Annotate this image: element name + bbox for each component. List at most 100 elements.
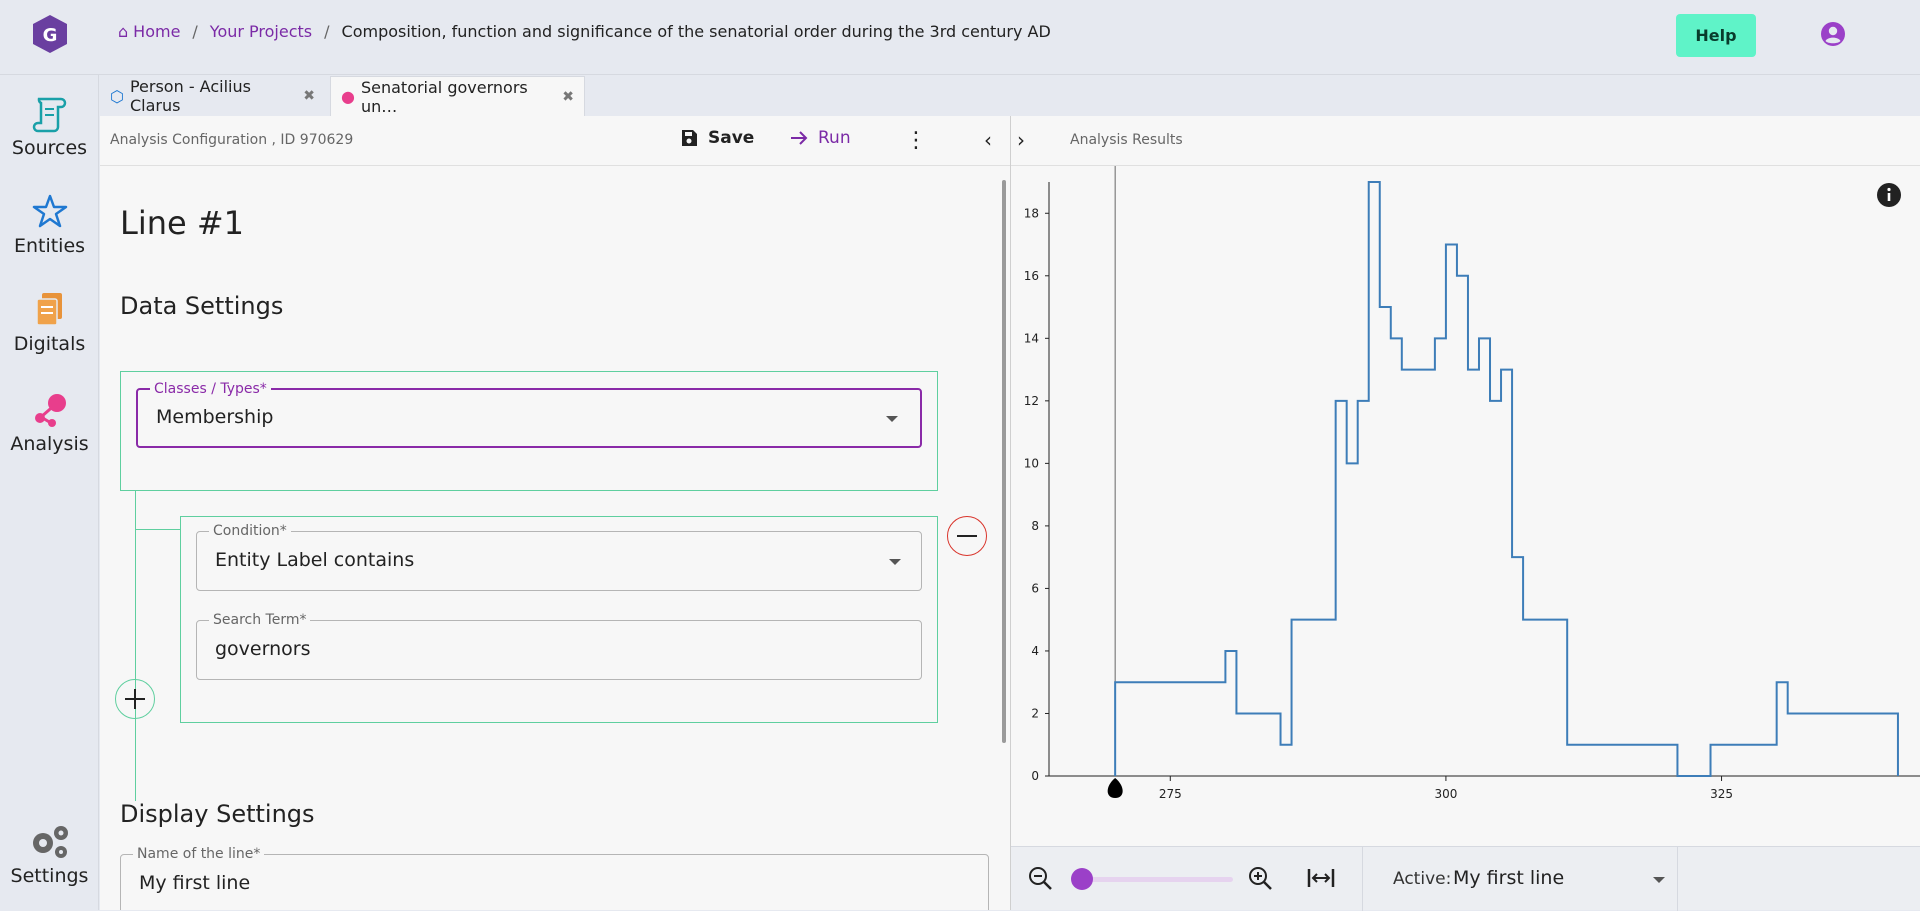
tab-senatorial-governors[interactable]: ● Senatorial governors un… ✖ xyxy=(330,76,585,116)
sidebar-item-sources[interactable]: Sources xyxy=(0,95,99,159)
save-button[interactable]: Save xyxy=(680,128,754,148)
search-term-value: governors xyxy=(215,638,311,660)
sidebar-item-analysis[interactable]: Analysis xyxy=(0,391,99,455)
breadcrumb-separator: / xyxy=(192,22,198,41)
results-chart[interactable]: 0 2 4 6 8 10 12 14 16 18 275 300 325 xyxy=(1011,166,1920,846)
info-icon[interactable] xyxy=(1876,182,1902,208)
sidebar-item-label: Sources xyxy=(11,137,88,159)
scrollbar[interactable] xyxy=(1002,180,1006,743)
entity-icon: ⬡ xyxy=(110,86,124,106)
svg-text:G: G xyxy=(43,25,58,46)
results-header: › Analysis Results xyxy=(1011,116,1920,166)
chart-toolbar: Active: My first line xyxy=(1011,846,1920,911)
tree-connector xyxy=(135,529,180,530)
x-tick-label: 325 xyxy=(1710,787,1733,801)
y-tick-label: 0 xyxy=(1031,769,1039,783)
display-settings-heading: Display Settings xyxy=(120,800,315,828)
close-icon[interactable]: ✖ xyxy=(303,88,315,104)
y-tick-label: 12 xyxy=(1024,394,1039,408)
close-icon[interactable]: ✖ xyxy=(562,88,574,105)
sidebar-item-label: Entities xyxy=(13,235,86,257)
y-tick-label: 14 xyxy=(1024,331,1039,345)
star-icon xyxy=(32,194,67,228)
zoom-slider-track[interactable] xyxy=(1083,877,1233,882)
active-label: Active: xyxy=(1393,869,1452,889)
fit-width-icon[interactable] xyxy=(1307,865,1335,891)
line-title: Line #1 xyxy=(120,204,245,242)
y-tick-label: 10 xyxy=(1024,456,1039,470)
more-options-icon[interactable]: ⋮ xyxy=(905,128,927,153)
user-avatar-icon[interactable] xyxy=(1820,21,1846,47)
home-icon[interactable]: ⌂ xyxy=(118,22,129,41)
zoom-slider-thumb[interactable] xyxy=(1071,868,1093,890)
condition-legend: Condition* xyxy=(209,523,291,539)
tree-connector xyxy=(135,491,136,801)
search-term-legend: Search Term* xyxy=(209,612,311,628)
classes-value: Membership xyxy=(156,406,274,428)
tab-person-acilius-clarus[interactable]: ⬡ Person - Acilius Clarus ✖ xyxy=(100,76,325,116)
line-name-field[interactable]: Name of the line* My first line xyxy=(120,846,989,910)
breadcrumb-projects[interactable]: Your Projects xyxy=(209,22,313,41)
minus-icon xyxy=(957,535,977,537)
series-line xyxy=(1114,181,1899,777)
help-button[interactable]: Help xyxy=(1676,14,1756,57)
collapse-left-icon[interactable]: ‹ xyxy=(984,128,992,152)
plus-icon xyxy=(125,689,145,709)
breadcrumb-current: Composition, function and significance o… xyxy=(341,22,1051,41)
files-icon xyxy=(35,293,62,326)
sidebar: Sources Entities Digitals Analysis xyxy=(0,75,99,910)
logo-icon[interactable]: G xyxy=(32,14,68,54)
tab-label: Senatorial governors un… xyxy=(360,77,528,116)
classes-legend: Classes / Types* xyxy=(150,381,271,397)
network-icon xyxy=(34,394,66,427)
analysis-configuration-panel: Analysis Configuration , ID 970629 Save … xyxy=(100,116,1010,910)
add-condition-button[interactable] xyxy=(115,679,155,719)
zoom-out-icon[interactable] xyxy=(1027,865,1053,891)
sidebar-item-digitals[interactable]: Digitals xyxy=(0,291,99,355)
data-settings-heading: Data Settings xyxy=(120,292,284,320)
results-title: Analysis Results xyxy=(1070,132,1183,148)
gears-icon xyxy=(32,826,68,858)
active-value: My first line xyxy=(1453,867,1565,889)
arrow-right-icon xyxy=(791,131,808,145)
classes-select[interactable]: Classes / Types* Membership xyxy=(136,381,922,448)
timeline-handle[interactable] xyxy=(1107,778,1123,798)
condition-select[interactable]: Condition* Entity Label contains xyxy=(196,523,922,591)
x-tick-label: 300 xyxy=(1434,787,1457,801)
condition-container xyxy=(180,516,938,723)
y-tick-label: 18 xyxy=(1024,206,1039,220)
sidebar-item-entities[interactable]: Entities xyxy=(0,193,99,257)
panel-divider[interactable] xyxy=(1010,116,1011,910)
run-button[interactable]: Run xyxy=(790,128,851,148)
sidebar-item-label: Digitals xyxy=(13,333,86,355)
y-tick-label: 4 xyxy=(1031,644,1039,658)
configuration-header: Analysis Configuration , ID 970629 Save … xyxy=(100,116,1010,166)
tab-bar: ⬡ Person - Acilius Clarus ✖ ● Senatorial… xyxy=(100,76,1920,116)
sidebar-item-label: Settings xyxy=(10,865,89,887)
analysis-icon: ● xyxy=(341,87,355,106)
active-line-select[interactable]: Active: My first line xyxy=(1362,847,1678,911)
breadcrumb-home[interactable]: Home xyxy=(133,22,181,41)
sidebar-item-settings[interactable]: Settings xyxy=(0,821,99,887)
scroll-icon xyxy=(32,97,66,133)
top-bar: G ⌂ Home / Your Projects / Composition, … xyxy=(0,0,1920,75)
tab-label: Person - Acilius Clarus xyxy=(129,77,251,115)
expand-right-icon[interactable]: › xyxy=(1017,128,1025,152)
chevron-down-icon xyxy=(886,416,898,422)
breadcrumb-separator: / xyxy=(324,22,330,41)
classes-container xyxy=(120,371,938,491)
search-term-field[interactable]: Search Term* governors xyxy=(196,612,922,680)
y-tick-label: 8 xyxy=(1031,519,1039,533)
remove-condition-button[interactable] xyxy=(947,516,987,556)
condition-value: Entity Label contains xyxy=(215,549,415,571)
chevron-down-icon xyxy=(1653,877,1665,883)
analysis-results-panel: › Analysis Results 0 2 4 6 8 10 12 14 16 18 275 300… xyxy=(1011,116,1920,911)
save-icon xyxy=(682,130,697,146)
configuration-title: Analysis Configuration , ID 970629 xyxy=(110,132,354,148)
line-name-value: My first line xyxy=(139,872,251,894)
breadcrumb: ⌂ Home / Your Projects / Composition, fu… xyxy=(118,22,1051,41)
zoom-in-icon[interactable] xyxy=(1247,865,1273,891)
y-tick-label: 16 xyxy=(1024,269,1039,283)
y-tick-label: 6 xyxy=(1031,581,1039,595)
sidebar-item-label: Analysis xyxy=(10,433,89,455)
